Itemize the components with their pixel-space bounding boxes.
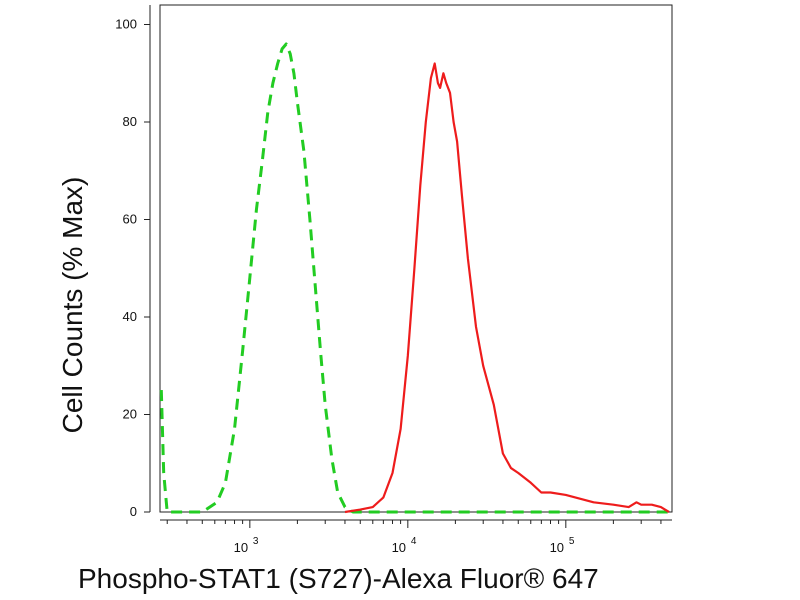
x-tick-label: 10 <box>392 540 406 555</box>
y-tick-label: 20 <box>123 407 137 422</box>
x-axis: 10 3 10 4 10 5 <box>160 519 672 555</box>
x-tick-label-exponent: 4 <box>411 536 417 547</box>
series-line-solid <box>344 62 670 514</box>
series-line-dashed <box>159 42 672 514</box>
y-tick-label: 100 <box>115 17 137 32</box>
x-axis-title: Phospho-STAT1 (S727)-Alexa Fluor® 647 <box>78 563 599 594</box>
x-tick-label-exponent: 3 <box>253 536 259 547</box>
plot-frame <box>159 4 673 513</box>
x-tick-label-exponent: 5 <box>569 536 575 547</box>
y-axis-title: Cell Counts (% Max) <box>57 177 88 434</box>
y-axis: 0 20 40 60 80 100 <box>115 5 151 519</box>
y-tick-label: 40 <box>123 309 137 324</box>
plot-area <box>159 4 673 513</box>
x-tick-label: 10 <box>550 540 564 555</box>
y-tick-label: 80 <box>123 114 137 129</box>
y-tick-label: 60 <box>123 212 137 227</box>
y-tick-label: 0 <box>130 504 137 519</box>
x-tick-label: 10 <box>234 540 248 555</box>
series-layer <box>159 42 672 514</box>
